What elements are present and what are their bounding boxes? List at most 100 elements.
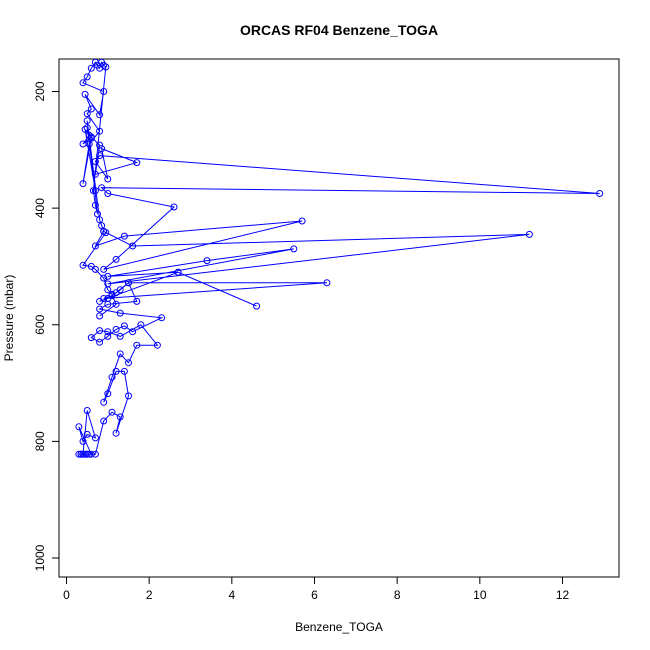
data-point xyxy=(91,170,99,178)
y-tick-label: 800 xyxy=(33,431,47,451)
data-point xyxy=(79,261,87,269)
data-point xyxy=(96,152,104,160)
data-point xyxy=(87,105,95,113)
data-point xyxy=(79,450,87,458)
data-point xyxy=(153,341,161,349)
data-point xyxy=(104,175,112,183)
data-point xyxy=(100,88,108,95)
data-point xyxy=(75,423,83,431)
data-point xyxy=(91,242,99,250)
data-point xyxy=(120,367,128,375)
x-tick-label: 8 xyxy=(394,588,401,602)
data-point xyxy=(323,279,331,287)
plot-frame xyxy=(58,58,620,578)
y-tick-label: 200 xyxy=(33,81,47,101)
data-point xyxy=(83,124,91,132)
x-tick-label: 4 xyxy=(228,588,235,602)
data-point xyxy=(137,321,145,329)
data-point xyxy=(102,63,110,71)
x-tick-label: 6 xyxy=(311,588,318,602)
data-point xyxy=(83,110,91,118)
data-point xyxy=(112,300,120,308)
data-point xyxy=(108,408,116,416)
x-tick-label: 0 xyxy=(63,588,70,602)
data-point xyxy=(79,180,87,188)
data-point xyxy=(96,305,104,313)
data-point xyxy=(129,242,137,250)
data-point xyxy=(91,265,99,273)
data-point xyxy=(91,158,99,165)
data-point xyxy=(108,373,116,381)
data-point xyxy=(116,350,124,358)
data-point xyxy=(79,79,87,87)
data-point xyxy=(112,429,120,437)
data-point xyxy=(125,392,132,400)
data-point xyxy=(79,437,87,445)
data-point xyxy=(116,332,124,340)
data-point xyxy=(87,134,95,142)
data-point xyxy=(85,140,93,148)
data-point xyxy=(112,367,120,375)
data-point xyxy=(96,141,104,149)
y-tick-label: 1000 xyxy=(33,544,47,571)
data-point xyxy=(253,302,261,310)
data-point xyxy=(129,328,137,336)
data-point xyxy=(81,90,89,98)
data-point xyxy=(83,430,91,438)
data-point xyxy=(133,341,141,349)
data-point xyxy=(100,61,108,69)
data-point xyxy=(98,145,106,153)
chart-title: ORCAS RF04 Benzene_TOGA xyxy=(240,22,438,38)
data-point xyxy=(91,450,99,458)
data-point xyxy=(94,210,101,218)
data-point xyxy=(81,125,89,133)
data-point xyxy=(104,390,112,398)
x-tick-label: 10 xyxy=(473,588,487,602)
data-point xyxy=(104,328,112,336)
data-point xyxy=(87,334,95,342)
data-point xyxy=(125,279,132,287)
data-point xyxy=(525,230,533,238)
y-tick-label: 600 xyxy=(33,314,47,334)
x-axis: 0 2 4 6 8 10 12 xyxy=(63,576,570,602)
data-point xyxy=(83,450,91,458)
data-point xyxy=(116,413,124,421)
data-point xyxy=(112,289,120,297)
data-point xyxy=(87,450,95,458)
data-point xyxy=(112,325,120,333)
data-point xyxy=(203,257,211,265)
data-point xyxy=(83,73,91,81)
plot-area xyxy=(75,59,604,458)
data-point xyxy=(108,290,116,298)
y-axis-label: Pressure (mbar) xyxy=(2,275,16,362)
data-point xyxy=(174,268,182,276)
data-point xyxy=(96,338,104,346)
data-point xyxy=(133,159,141,167)
data-point xyxy=(96,312,104,320)
data-point xyxy=(91,187,99,195)
data-point xyxy=(298,217,306,225)
data-point xyxy=(96,111,104,119)
data-point xyxy=(120,322,128,330)
data-point xyxy=(100,265,108,273)
data-point xyxy=(133,297,141,305)
data-point xyxy=(100,274,108,282)
y-tick-label: 400 xyxy=(33,198,47,218)
data-point xyxy=(96,297,104,305)
x-tick-label: 12 xyxy=(556,588,570,602)
data-point xyxy=(100,398,108,406)
series-line xyxy=(78,61,600,455)
data-point xyxy=(96,127,104,135)
data-point xyxy=(125,359,132,367)
data-point xyxy=(87,64,95,72)
data-point xyxy=(158,314,166,322)
data-point xyxy=(104,272,112,280)
data-point xyxy=(83,407,91,414)
data-point xyxy=(290,245,298,253)
data-point xyxy=(596,190,604,197)
data-point xyxy=(104,332,112,340)
data-point xyxy=(102,229,110,237)
data-point xyxy=(104,295,112,302)
data-point xyxy=(170,203,178,211)
